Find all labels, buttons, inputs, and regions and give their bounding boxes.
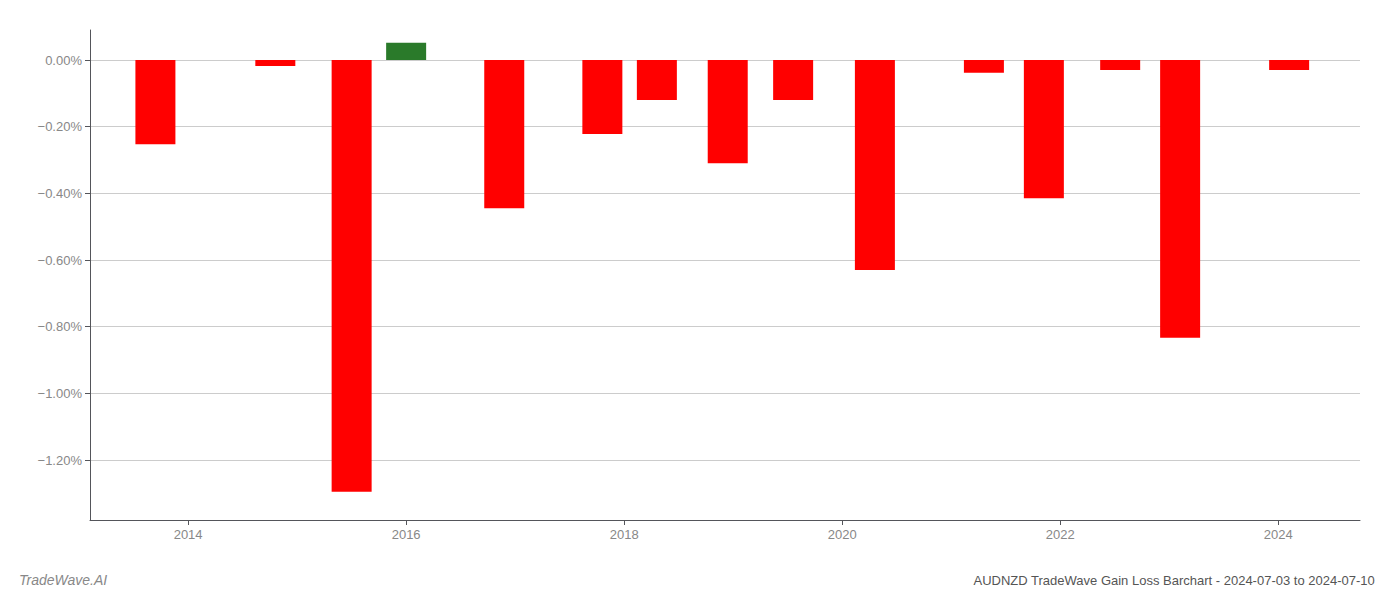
svg-text:2014: 2014 (174, 527, 203, 542)
svg-text:−0.20%: −0.20% (38, 119, 83, 134)
svg-text:TradeWave.AI: TradeWave.AI (19, 572, 107, 588)
svg-text:2020: 2020 (828, 527, 857, 542)
svg-text:−1.00%: −1.00% (38, 386, 83, 401)
svg-text:−0.80%: −0.80% (38, 319, 83, 334)
svg-text:2024: 2024 (1264, 527, 1293, 542)
svg-text:−0.60%: −0.60% (38, 253, 83, 268)
svg-text:−1.20%: −1.20% (38, 453, 83, 468)
svg-text:−0.40%: −0.40% (38, 186, 83, 201)
svg-text:0.00%: 0.00% (45, 53, 82, 68)
svg-text:2022: 2022 (1046, 527, 1075, 542)
svg-text:2018: 2018 (610, 527, 639, 542)
svg-text:2016: 2016 (392, 527, 421, 542)
svg-text:AUDNZD TradeWave Gain Loss Bar: AUDNZD TradeWave Gain Loss Barchart - 20… (973, 573, 1374, 588)
